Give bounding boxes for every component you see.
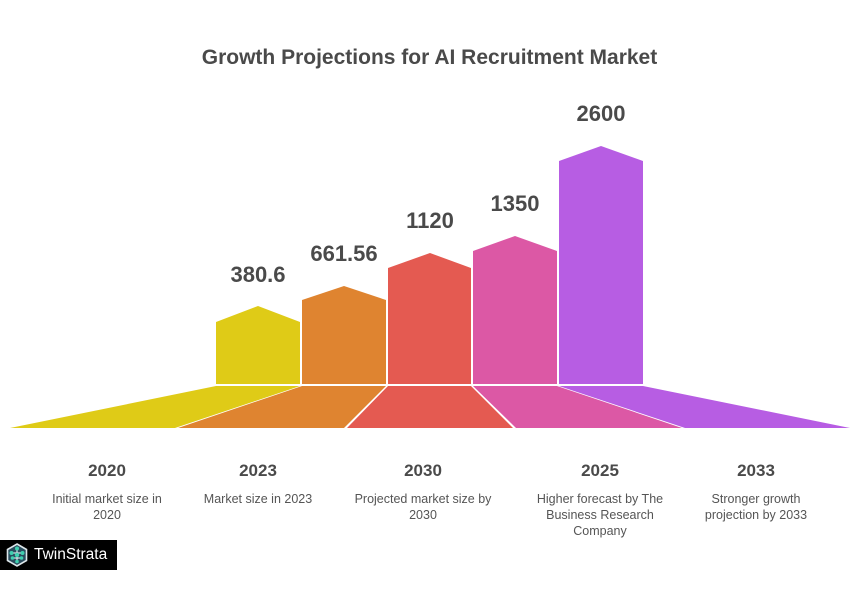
value-label-2030: 1120 [406, 208, 454, 233]
category-description: Initial market size in 2020 [22, 491, 192, 523]
category-2025: 2025 Higher forecast by The Business Res… [515, 461, 685, 539]
description-line: Business Research [546, 508, 654, 522]
value-label-2020: 380.6 [230, 262, 286, 287]
brand-name: TwinStrata [34, 546, 108, 563]
category-2020: 2020 Initial market size in 2020 [22, 461, 192, 523]
category-description: Higher forecast by The Business Research… [515, 491, 685, 539]
description-line: projection by 2033 [704, 508, 808, 522]
category-year: 2033 [737, 461, 775, 480]
category-year: 2023 [239, 461, 277, 480]
chart-title: Growth Projections for AI Recruitment Ma… [201, 46, 658, 69]
category-year: 2025 [581, 461, 619, 480]
category-description: Stronger growth projection by 2033 [671, 491, 841, 523]
description-line: 2020 [93, 508, 121, 522]
base-segment-2025 [473, 386, 682, 428]
base-segment-2030 [347, 386, 513, 428]
bar-2033 [559, 146, 643, 384]
category-description: Market size in 2023 [173, 491, 343, 507]
description-line: Initial market size in [52, 492, 162, 506]
base-segment-2020 [10, 386, 300, 428]
description-line: Company [573, 524, 627, 538]
category-year: 2020 [88, 461, 126, 480]
description-line: Stronger growth [711, 492, 801, 506]
base-segment-2023 [178, 386, 386, 428]
bar-2020 [216, 306, 300, 384]
value-label-2033: 2600 [576, 101, 626, 126]
category-description: Projected market size by 2030 [338, 491, 508, 523]
category-2033: 2033 Stronger growth projection by 2033 [671, 461, 841, 523]
description-line: Market size in 2023 [203, 492, 313, 506]
bar-2023 [302, 286, 386, 384]
base-segment-2033 [559, 386, 850, 428]
value-label-2025: 1350 [490, 191, 540, 216]
value-label-2023: 661.56 [310, 241, 378, 266]
category-2023: 2023 Market size in 2023 [173, 461, 343, 507]
bar-2025 [473, 236, 557, 384]
network-hexagon-icon [6, 543, 28, 567]
description-line: 2030 [409, 508, 437, 522]
bar-2030 [388, 253, 471, 384]
category-year: 2030 [404, 461, 442, 480]
description-line: Higher forecast by The [536, 492, 664, 506]
description-line: Projected market size by [354, 492, 492, 506]
brand-badge: TwinStrata [0, 540, 117, 570]
category-2030: 2030 Projected market size by 2030 [338, 461, 508, 523]
